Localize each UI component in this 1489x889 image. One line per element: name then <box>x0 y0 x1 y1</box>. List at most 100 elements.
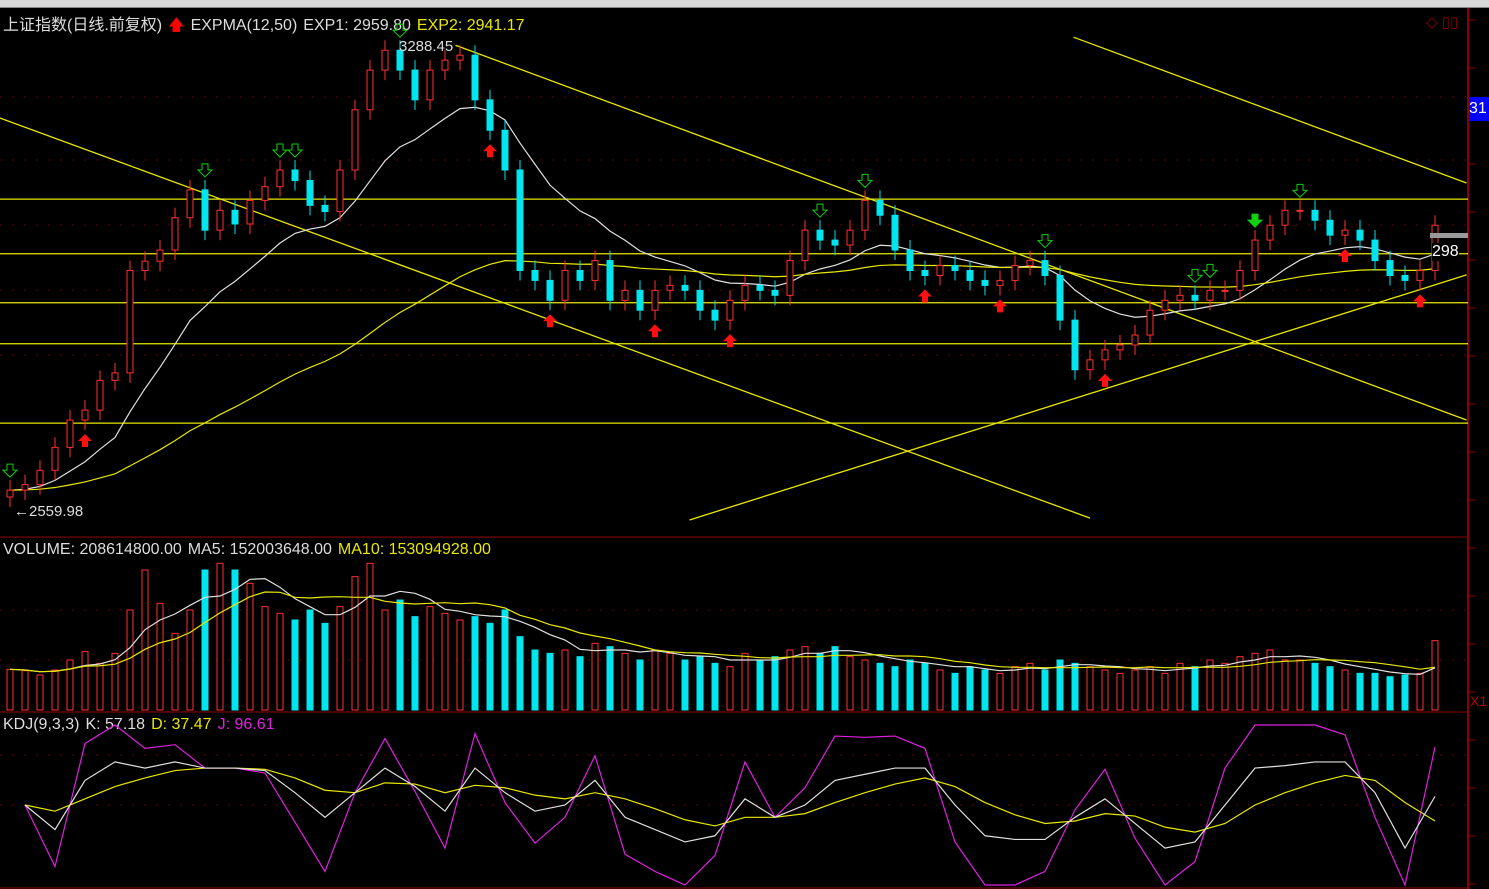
volume-bar <box>756 659 764 711</box>
volume-bar <box>1296 659 1304 711</box>
candle <box>921 270 929 276</box>
candle <box>1206 289 1214 301</box>
candle <box>1011 265 1019 281</box>
volume-bar <box>1371 672 1379 711</box>
split-window-icon[interactable]: ▯▯ <box>1441 14 1459 31</box>
volume-bar <box>546 652 554 711</box>
volume-bar <box>501 609 509 711</box>
candle <box>1131 334 1139 346</box>
exp1-line <box>9 106 1436 491</box>
volume-bar <box>786 649 794 711</box>
volume-bar <box>1416 672 1424 711</box>
volume-value: VOLUME: 208614800.00 <box>3 541 182 558</box>
candle <box>1221 289 1229 292</box>
candle <box>876 199 884 216</box>
candle <box>261 186 269 201</box>
volume-bar <box>831 646 839 711</box>
candle <box>141 260 149 272</box>
panel-controls[interactable]: ◇ ▯▯ <box>1426 13 1458 31</box>
volume-bar <box>621 652 629 711</box>
candle <box>291 169 299 182</box>
candle <box>1161 299 1169 311</box>
volume-bar <box>426 606 434 711</box>
candle <box>516 169 524 272</box>
candle <box>576 270 584 281</box>
volume-bar <box>486 622 494 711</box>
volume-bar <box>1071 662 1079 711</box>
candle <box>411 69 419 101</box>
candle <box>6 489 14 498</box>
volume-bar <box>561 649 569 711</box>
candle <box>1401 274 1409 281</box>
volume-bar <box>996 672 1004 711</box>
kdj-j-line <box>24 724 1436 887</box>
candle <box>981 279 989 286</box>
volume-bar <box>411 616 419 711</box>
candle <box>816 229 824 241</box>
candle <box>996 279 1004 286</box>
buy-arrow-icon <box>648 324 662 338</box>
volume-bar <box>516 636 524 711</box>
candle <box>1101 349 1109 361</box>
ma10-value: MA10: 153094928.00 <box>337 541 491 558</box>
volume-bar <box>966 666 974 711</box>
sell-arrow-icon <box>1201 263 1219 279</box>
volume-bar <box>1431 640 1439 711</box>
candle <box>831 239 839 246</box>
volume-bar <box>291 619 299 711</box>
volume-bar <box>306 609 314 711</box>
volume-bar <box>1251 652 1259 711</box>
volume-bar <box>681 659 689 711</box>
volume-bar <box>846 656 854 711</box>
candle <box>156 249 164 262</box>
candle <box>561 270 569 301</box>
ma5-value: MA5: 152003648.00 <box>187 541 332 558</box>
index-title: 上证指数(日线.前复权) <box>3 17 163 34</box>
current-price-bar <box>1430 233 1468 238</box>
candle <box>1176 294 1184 301</box>
volume-bar <box>141 569 149 711</box>
candle <box>306 180 314 206</box>
volume-bar <box>66 659 74 711</box>
candle <box>681 284 689 291</box>
candle <box>1236 270 1244 291</box>
volume-bar <box>1086 666 1094 711</box>
buy-arrow-icon <box>1338 249 1352 263</box>
candle <box>471 54 479 101</box>
candle <box>711 309 719 321</box>
low-label: ←2559.98 <box>14 503 84 520</box>
volume-bar <box>171 632 179 711</box>
trend-line <box>455 44 1467 421</box>
sell-arrow-icon <box>1186 268 1204 284</box>
volume-header: VOLUME: 208614800.00 MA5: 152003648.00 MA1… <box>3 541 497 559</box>
candle <box>1296 209 1304 212</box>
volume-ma5-line <box>9 578 1436 675</box>
volume-bar <box>1341 669 1349 711</box>
candle <box>321 204 329 213</box>
volume-bar <box>1236 656 1244 711</box>
candle <box>366 69 374 111</box>
sell-arrow-icon <box>391 23 409 38</box>
volume-bar <box>1311 662 1319 711</box>
candle <box>111 372 119 381</box>
volume-bar <box>861 659 869 711</box>
volume-bar <box>111 652 119 711</box>
candle <box>861 199 869 231</box>
volume-bar <box>906 659 914 711</box>
candle <box>786 260 794 296</box>
buy-arrow-icon <box>543 314 557 328</box>
volume-bar <box>156 602 164 711</box>
diamond-icon[interactable]: ◇ <box>1426 14 1438 31</box>
candle <box>951 265 959 272</box>
volume-bar <box>771 656 779 711</box>
volume-bar <box>6 668 14 711</box>
candle <box>96 379 104 411</box>
volume-bar <box>1386 676 1394 711</box>
candle <box>351 109 359 171</box>
volume-bar <box>21 670 29 711</box>
volume-bar <box>441 612 449 711</box>
candle <box>1371 239 1379 262</box>
candle <box>216 209 224 231</box>
sell-arrow-icon <box>1036 234 1054 249</box>
